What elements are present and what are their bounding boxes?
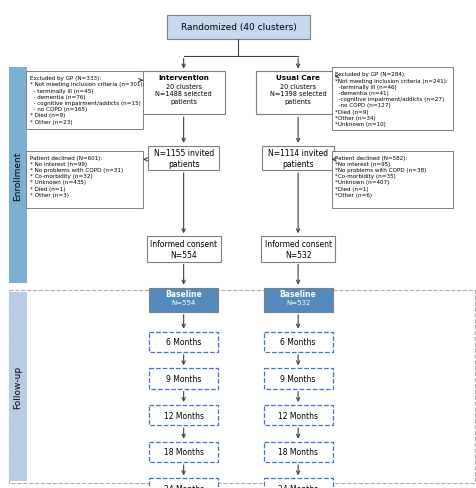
FancyBboxPatch shape [262, 146, 333, 171]
FancyBboxPatch shape [263, 368, 332, 389]
Text: Baseline: Baseline [165, 289, 202, 298]
Text: N=1155 invited
patients: N=1155 invited patients [153, 148, 213, 169]
Text: Intervention: Intervention [158, 75, 208, 81]
Text: Enrollment: Enrollment [13, 151, 22, 200]
FancyBboxPatch shape [147, 237, 220, 262]
Text: Informed consent
N=532: Informed consent N=532 [264, 239, 331, 260]
FancyBboxPatch shape [149, 368, 218, 389]
Text: 6 Months: 6 Months [166, 338, 201, 346]
FancyBboxPatch shape [149, 405, 218, 426]
FancyBboxPatch shape [167, 16, 309, 40]
Text: N=532: N=532 [285, 300, 310, 305]
FancyBboxPatch shape [263, 332, 332, 352]
Text: 20 clusters
N=1398 selected
patients: 20 clusters N=1398 selected patients [269, 83, 326, 104]
Text: 9 Months: 9 Months [166, 374, 201, 383]
FancyBboxPatch shape [26, 72, 143, 130]
Text: 24 Months: 24 Months [278, 484, 317, 488]
FancyBboxPatch shape [26, 151, 143, 209]
Text: 24 Months: 24 Months [163, 484, 203, 488]
FancyBboxPatch shape [149, 478, 218, 488]
FancyBboxPatch shape [141, 72, 225, 115]
FancyBboxPatch shape [263, 442, 332, 462]
Text: 12 Months: 12 Months [163, 411, 203, 420]
Text: 20 clusters
N=1488 selected
patients: 20 clusters N=1488 selected patients [155, 83, 211, 104]
FancyBboxPatch shape [148, 146, 219, 171]
FancyBboxPatch shape [263, 478, 332, 488]
Text: Excluded by GP (N=284):
*Not meeting inclusion criteria (n=241):
  -terminally i: Excluded by GP (N=284): *Not meeting inc… [335, 72, 447, 127]
Text: 9 Months: 9 Months [280, 374, 315, 383]
Text: Informed consent
N=554: Informed consent N=554 [150, 239, 217, 260]
Text: 6 Months: 6 Months [280, 338, 315, 346]
Text: Follow-up: Follow-up [13, 365, 22, 408]
Text: Patient declined (N=582):
*No interest (n=95)
*No problems with COPD (n=38)
*Co-: Patient declined (N=582): *No interest (… [335, 155, 426, 197]
Text: Excluded by GP (N=333):
* Not meeting inclusion criteria (n=301):
  - terminally: Excluded by GP (N=333): * Not meeting in… [30, 76, 144, 124]
Text: 12 Months: 12 Months [278, 411, 317, 420]
Text: Randomized (40 clusters): Randomized (40 clusters) [180, 23, 296, 32]
FancyBboxPatch shape [331, 68, 452, 131]
FancyBboxPatch shape [9, 68, 27, 283]
FancyBboxPatch shape [149, 332, 218, 352]
FancyBboxPatch shape [261, 237, 334, 262]
FancyBboxPatch shape [331, 151, 452, 209]
Text: N=554: N=554 [171, 300, 195, 305]
FancyBboxPatch shape [9, 293, 27, 481]
Text: 18 Months: 18 Months [278, 447, 317, 456]
Text: Patient declined (N=601):
* No interest (n=99)
* No problems with COPD (n=31)
* : Patient declined (N=601): * No interest … [30, 155, 123, 197]
Text: 18 Months: 18 Months [163, 447, 203, 456]
FancyBboxPatch shape [263, 405, 332, 426]
Text: Usual Care: Usual Care [276, 75, 319, 81]
FancyBboxPatch shape [263, 288, 332, 312]
FancyBboxPatch shape [9, 290, 474, 483]
FancyBboxPatch shape [256, 72, 339, 115]
FancyBboxPatch shape [149, 442, 218, 462]
FancyBboxPatch shape [149, 288, 218, 312]
Text: N=1114 invited
patients: N=1114 invited patients [268, 148, 327, 169]
Text: Baseline: Baseline [279, 289, 316, 298]
